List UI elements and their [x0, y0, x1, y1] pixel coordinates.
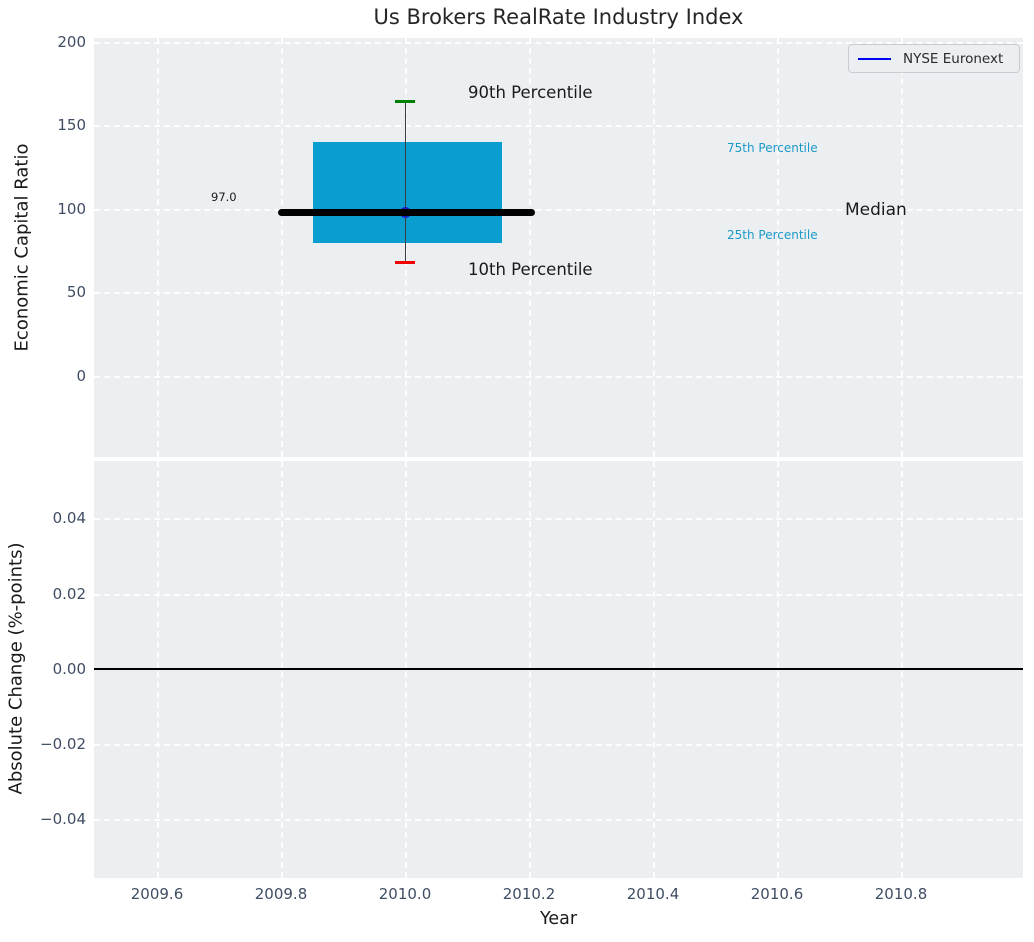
xtick-label: 2010.8: [874, 885, 928, 903]
ytick-label: 200: [57, 32, 86, 51]
annotation-25th-percentile: 25th Percentile: [727, 228, 818, 242]
gridline-vertical: [901, 38, 903, 457]
gridline-vertical: [777, 38, 779, 457]
ytick-label: 0: [76, 366, 86, 385]
iqr-box: [313, 142, 502, 243]
xtick-label: 2009.8: [254, 885, 308, 903]
gridline-vertical: [157, 38, 159, 457]
bottom-plot-area: [94, 461, 1023, 878]
ytick-label: 0.04: [52, 509, 86, 527]
gridline-horizontal: [94, 819, 1023, 821]
xtick-label: 2010.6: [750, 885, 804, 903]
ytick-label: 50: [66, 283, 86, 301]
annotation-75th-percentile: 75th Percentile: [727, 141, 818, 155]
annotation-median-value: 97.0: [211, 190, 237, 204]
ytick-label: −0.02: [40, 735, 86, 753]
whisker-cap-10th: [395, 260, 415, 264]
gridline-vertical: [281, 38, 283, 457]
gridline-horizontal: [94, 292, 1023, 294]
gridline-horizontal: [94, 375, 1023, 378]
whisker-line: [404, 101, 407, 262]
top-y-axis-label: Economic Capital Ratio: [11, 143, 33, 352]
whisker-cap-90th: [395, 99, 415, 103]
xtick-label: 2010.4: [626, 885, 680, 903]
gridline-horizontal: [94, 518, 1023, 520]
ytick-label: 150: [57, 116, 86, 134]
ytick-label: 0.00: [52, 660, 86, 678]
annotation-median: Median: [845, 200, 907, 220]
gridline-horizontal: [94, 594, 1023, 596]
legend: NYSE Euronext: [848, 44, 1020, 73]
x-axis-label: Year: [539, 909, 578, 929]
xtick-label: 2010.2: [502, 885, 556, 903]
legend-label: NYSE Euronext: [903, 50, 1004, 67]
gridline-vertical: [529, 38, 531, 457]
annotation-10th-percentile: 10th Percentile: [468, 260, 593, 279]
ytick-label: 0.02: [52, 585, 86, 603]
ytick-label: 100: [57, 199, 86, 218]
bottom-y-axis-label: Absolute Change (%-points): [5, 542, 27, 795]
gridline-horizontal: [94, 744, 1023, 746]
xtick-label: 2010.0: [378, 885, 432, 903]
gridline-vertical: [653, 38, 655, 457]
zero-reference-line: [94, 668, 1023, 670]
annotation-90th-percentile: 90th Percentile: [468, 83, 593, 102]
legend-line-sample-icon: [858, 57, 891, 60]
median-line: [278, 208, 535, 216]
gridline-horizontal: [94, 208, 1023, 211]
xtick-label: 2009.6: [130, 885, 184, 903]
ytick-label: −0.04: [40, 810, 86, 828]
gridline-horizontal: [94, 41, 1023, 44]
gridline-horizontal: [94, 125, 1023, 127]
top-plot-area: [94, 38, 1023, 457]
chart-title: Us Brokers RealRate Industry Index: [373, 5, 744, 29]
